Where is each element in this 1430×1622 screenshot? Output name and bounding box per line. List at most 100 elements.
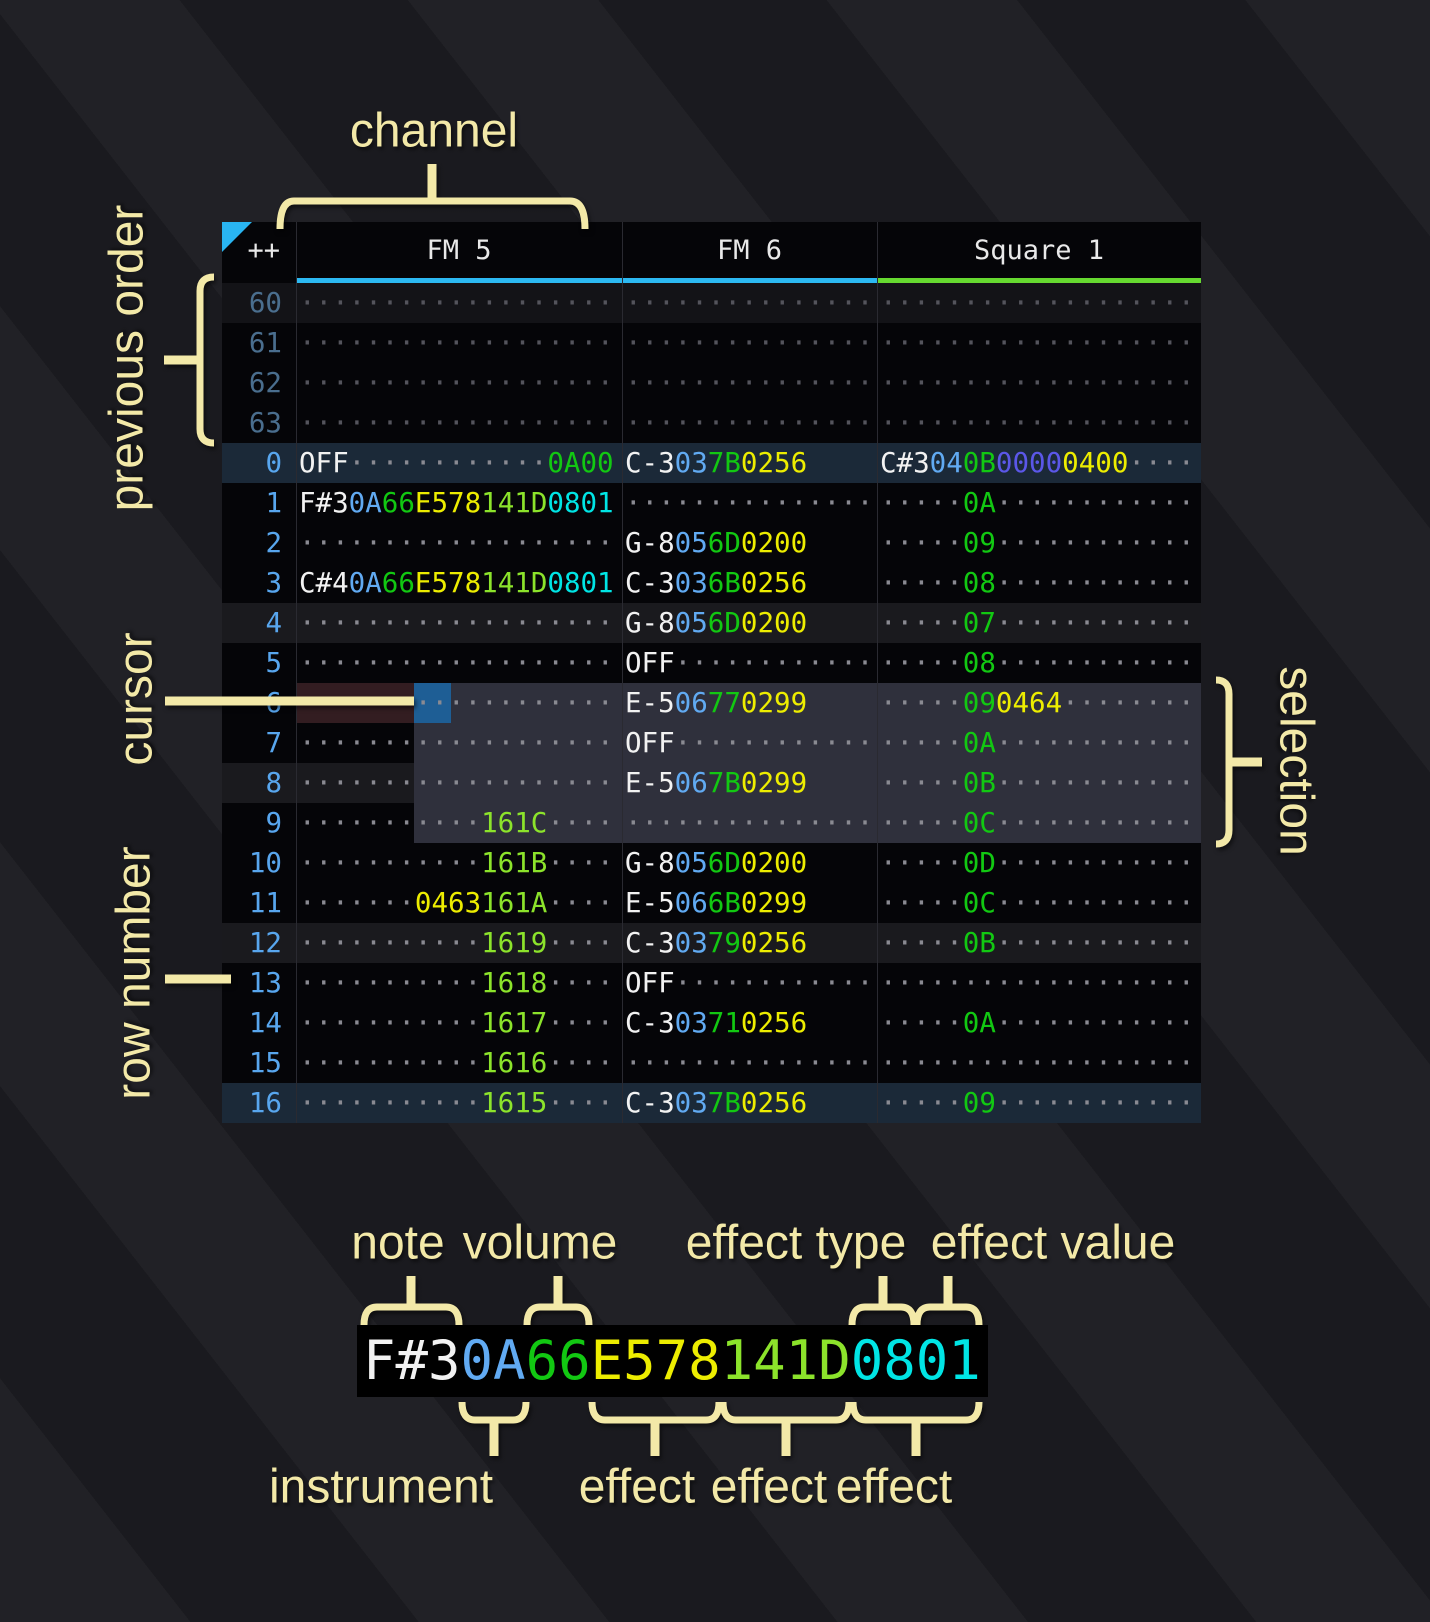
- column-divider: [622, 222, 623, 1123]
- pattern-cell-fm5[interactable]: ···················: [299, 727, 614, 759]
- pattern-cell-fm5[interactable]: ···········1616····: [299, 1047, 614, 1079]
- pattern-cell-fm5[interactable]: ···················: [299, 607, 614, 639]
- row-number: 8: [265, 767, 282, 799]
- pattern-row[interactable]: 9 ···········161C···· ··············· ·····…: [222, 803, 1201, 843]
- pattern-cell-fm6[interactable]: E-5066B0299: [625, 887, 808, 919]
- pattern-row[interactable]: 7 ··················· OFF············ ·····…: [222, 723, 1201, 763]
- pattern-cell-fm6[interactable]: ···············: [625, 1047, 874, 1079]
- pattern-cell-sq1[interactable]: ·····08············: [880, 567, 1195, 599]
- pattern-row[interactable]: 15 ···········1616···· ··············· ····…: [222, 1043, 1201, 1083]
- pattern-cell-fm5[interactable]: ···········161B····: [299, 847, 614, 879]
- pattern-cell-sq1[interactable]: ···················: [880, 287, 1195, 319]
- pattern-cell-sq1[interactable]: ·····090464········: [880, 687, 1195, 719]
- pattern-cell-fm6[interactable]: C-3037B0256: [625, 1087, 808, 1119]
- order-corner-button[interactable]: ++: [222, 222, 296, 278]
- pattern-cell-fm5[interactable]: ···········1619····: [299, 927, 614, 959]
- channel-header-fm-5[interactable]: FM 5: [426, 234, 492, 266]
- pattern-cell-fm6[interactable]: OFF············: [625, 727, 874, 759]
- pattern-cell-fm5[interactable]: ···········161C····: [299, 807, 614, 839]
- pattern-row[interactable]: 0 OFF············0A00 C-3037B0256 C#3040B00…: [222, 443, 1201, 483]
- pattern-cell-sq1[interactable]: ···················: [880, 327, 1195, 359]
- pattern-cell-sq1[interactable]: ·····0D············: [880, 847, 1195, 879]
- pattern-cell-fm6[interactable]: ···············: [625, 487, 874, 519]
- pattern-row[interactable]: 6 ··················· E-506770299 ·····0904…: [222, 683, 1201, 723]
- pattern-row[interactable]: 4 ··················· G-8056D0200 ·····07··…: [222, 603, 1201, 643]
- pattern-cell-fm6[interactable]: OFF············: [625, 647, 874, 679]
- pattern-row[interactable]: 13 ···········1618···· OFF············ ····…: [222, 963, 1201, 1003]
- pattern-cell-fm5[interactable]: ···················: [299, 527, 614, 559]
- pattern-cell-fm6[interactable]: ···············: [625, 327, 874, 359]
- pattern-row[interactable]: 11 ·······0463161A···· E-5066B0299 ·····0C·…: [222, 883, 1201, 923]
- pattern-cell-sq1[interactable]: ·····0B············: [880, 927, 1195, 959]
- pattern-cell-fm6[interactable]: C-303710256: [625, 1007, 808, 1039]
- pattern-row[interactable]: 61 ··················· ··············· ····…: [222, 323, 1201, 363]
- pattern-cell-fm5[interactable]: ···················: [299, 647, 614, 679]
- pattern-cell-fm6[interactable]: C-3037B0256: [625, 447, 808, 479]
- pattern-cell-fm6[interactable]: E-506770299: [625, 687, 808, 719]
- pattern-cell-fm6[interactable]: C-303790256: [625, 927, 808, 959]
- pattern-cell-fm6[interactable]: ···············: [625, 287, 874, 319]
- pattern-cell-fm5[interactable]: ···················: [299, 407, 614, 439]
- pattern-cell-sq1[interactable]: ·····0B············: [880, 767, 1195, 799]
- pattern-row[interactable]: 2 ··················· G-8056D0200 ·····09··…: [222, 523, 1201, 563]
- pattern-row[interactable]: 14 ···········1617···· C-303710256 ·····0A·…: [222, 1003, 1201, 1043]
- pattern-row[interactable]: 5 ··················· OFF············ ·····…: [222, 643, 1201, 683]
- pattern-view: 60 ··················· ··············· ····…: [222, 222, 1201, 1123]
- expand-triangle-icon: [222, 222, 252, 252]
- pattern-cell-fm6[interactable]: OFF············: [625, 967, 874, 999]
- pattern-cell-fm6[interactable]: ···············: [625, 807, 874, 839]
- pattern-cell-fm6[interactable]: ···············: [625, 407, 874, 439]
- pattern-cell-fm5[interactable]: ···················: [299, 287, 614, 319]
- instrument-label: instrument: [268, 1460, 494, 1514]
- pattern-cell-fm6[interactable]: G-8056D0200: [625, 527, 808, 559]
- pattern-cell-fm6[interactable]: G-8056D0200: [625, 607, 808, 639]
- row-number: 14: [248, 1007, 282, 1039]
- pattern-cell-fm5[interactable]: ···················: [299, 327, 614, 359]
- pattern-cell-fm5[interactable]: F#30A66E578141D0801: [299, 487, 614, 519]
- pattern-cell-fm6[interactable]: E-5067B0299: [625, 767, 808, 799]
- pattern-cell-sq1[interactable]: ·····0A············: [880, 1007, 1195, 1039]
- pattern-cell-fm5[interactable]: ···········1615····: [299, 1087, 614, 1119]
- pattern-cell-fm5[interactable]: OFF············0A00: [299, 447, 614, 479]
- pattern-cell-sq1[interactable]: ···················: [880, 367, 1195, 399]
- effect-label-3: effect: [835, 1460, 953, 1514]
- pattern-cell-sq1[interactable]: ·····09············: [880, 1087, 1195, 1119]
- pattern-row[interactable]: 60 ··················· ··············· ····…: [222, 283, 1201, 323]
- pattern-row[interactable]: 62 ··················· ··············· ····…: [222, 363, 1201, 403]
- pattern-row[interactable]: 12 ···········1619···· C-303790256 ·····0B·…: [222, 923, 1201, 963]
- pattern-cell-fm5[interactable]: ···········1617····: [299, 1007, 614, 1039]
- pattern-cell-sq1[interactable]: C#3040B00000400····: [880, 447, 1195, 479]
- pattern-cell-sq1[interactable]: ·····08············: [880, 647, 1195, 679]
- pattern-cell-fm6[interactable]: C-3036B0256: [625, 567, 808, 599]
- pattern-row[interactable]: 1 F#30A66E578141D0801 ··············· ·····…: [222, 483, 1201, 523]
- pattern-cell-sq1[interactable]: ···················: [880, 1047, 1195, 1079]
- pattern-cell-fm5[interactable]: ···········1618····: [299, 967, 614, 999]
- pattern-cell-fm6[interactable]: G-8056D0200: [625, 847, 808, 879]
- pattern-row[interactable]: 10 ···········161B···· G-8056D0200 ·····0D·…: [222, 843, 1201, 883]
- pattern-cell-sq1[interactable]: ·····0C············: [880, 807, 1195, 839]
- pattern-cell-sq1[interactable]: ·····09············: [880, 527, 1195, 559]
- pattern-cell-sq1[interactable]: ·····0A············: [880, 727, 1195, 759]
- pattern-cell-fm5[interactable]: ···················: [299, 687, 614, 719]
- row-number: 2: [265, 527, 282, 559]
- pattern-cell-fm5[interactable]: ·······0463161A····: [299, 887, 614, 919]
- pattern-row[interactable]: 3 C#40A66E578141D0801 C-3036B0256 ·····08··…: [222, 563, 1201, 603]
- pattern-row[interactable]: 8 ··················· E-5067B0299 ·····0B··…: [222, 763, 1201, 803]
- pattern-row[interactable]: 16 ···········1615···· C-3037B0256 ·····09·…: [222, 1083, 1201, 1123]
- pattern-row[interactable]: 63 ··················· ··············· ····…: [222, 403, 1201, 443]
- pattern-cell-sq1[interactable]: ···················: [880, 967, 1195, 999]
- pattern-cell-sq1[interactable]: ···················: [880, 407, 1195, 439]
- pattern-cell-fm5[interactable]: ···················: [299, 367, 614, 399]
- pattern-cell-fm5[interactable]: C#40A66E578141D0801: [299, 567, 614, 599]
- row-number: 12: [248, 927, 282, 959]
- effect3-bracket: [849, 1401, 983, 1424]
- pattern-cell-fm5[interactable]: ···················: [299, 767, 614, 799]
- pattern-cell-fm6[interactable]: ···············: [625, 367, 874, 399]
- channel-header-square-1[interactable]: Square 1: [973, 234, 1105, 266]
- pattern-cell-sq1[interactable]: ·····07············: [880, 607, 1195, 639]
- instrument-bracket: [458, 1401, 530, 1424]
- volume-bracket: [523, 1303, 593, 1326]
- pattern-cell-sq1[interactable]: ·····0C············: [880, 887, 1195, 919]
- channel-header-fm-6[interactable]: FM 6: [716, 234, 783, 266]
- pattern-cell-sq1[interactable]: ·····0A············: [880, 487, 1195, 519]
